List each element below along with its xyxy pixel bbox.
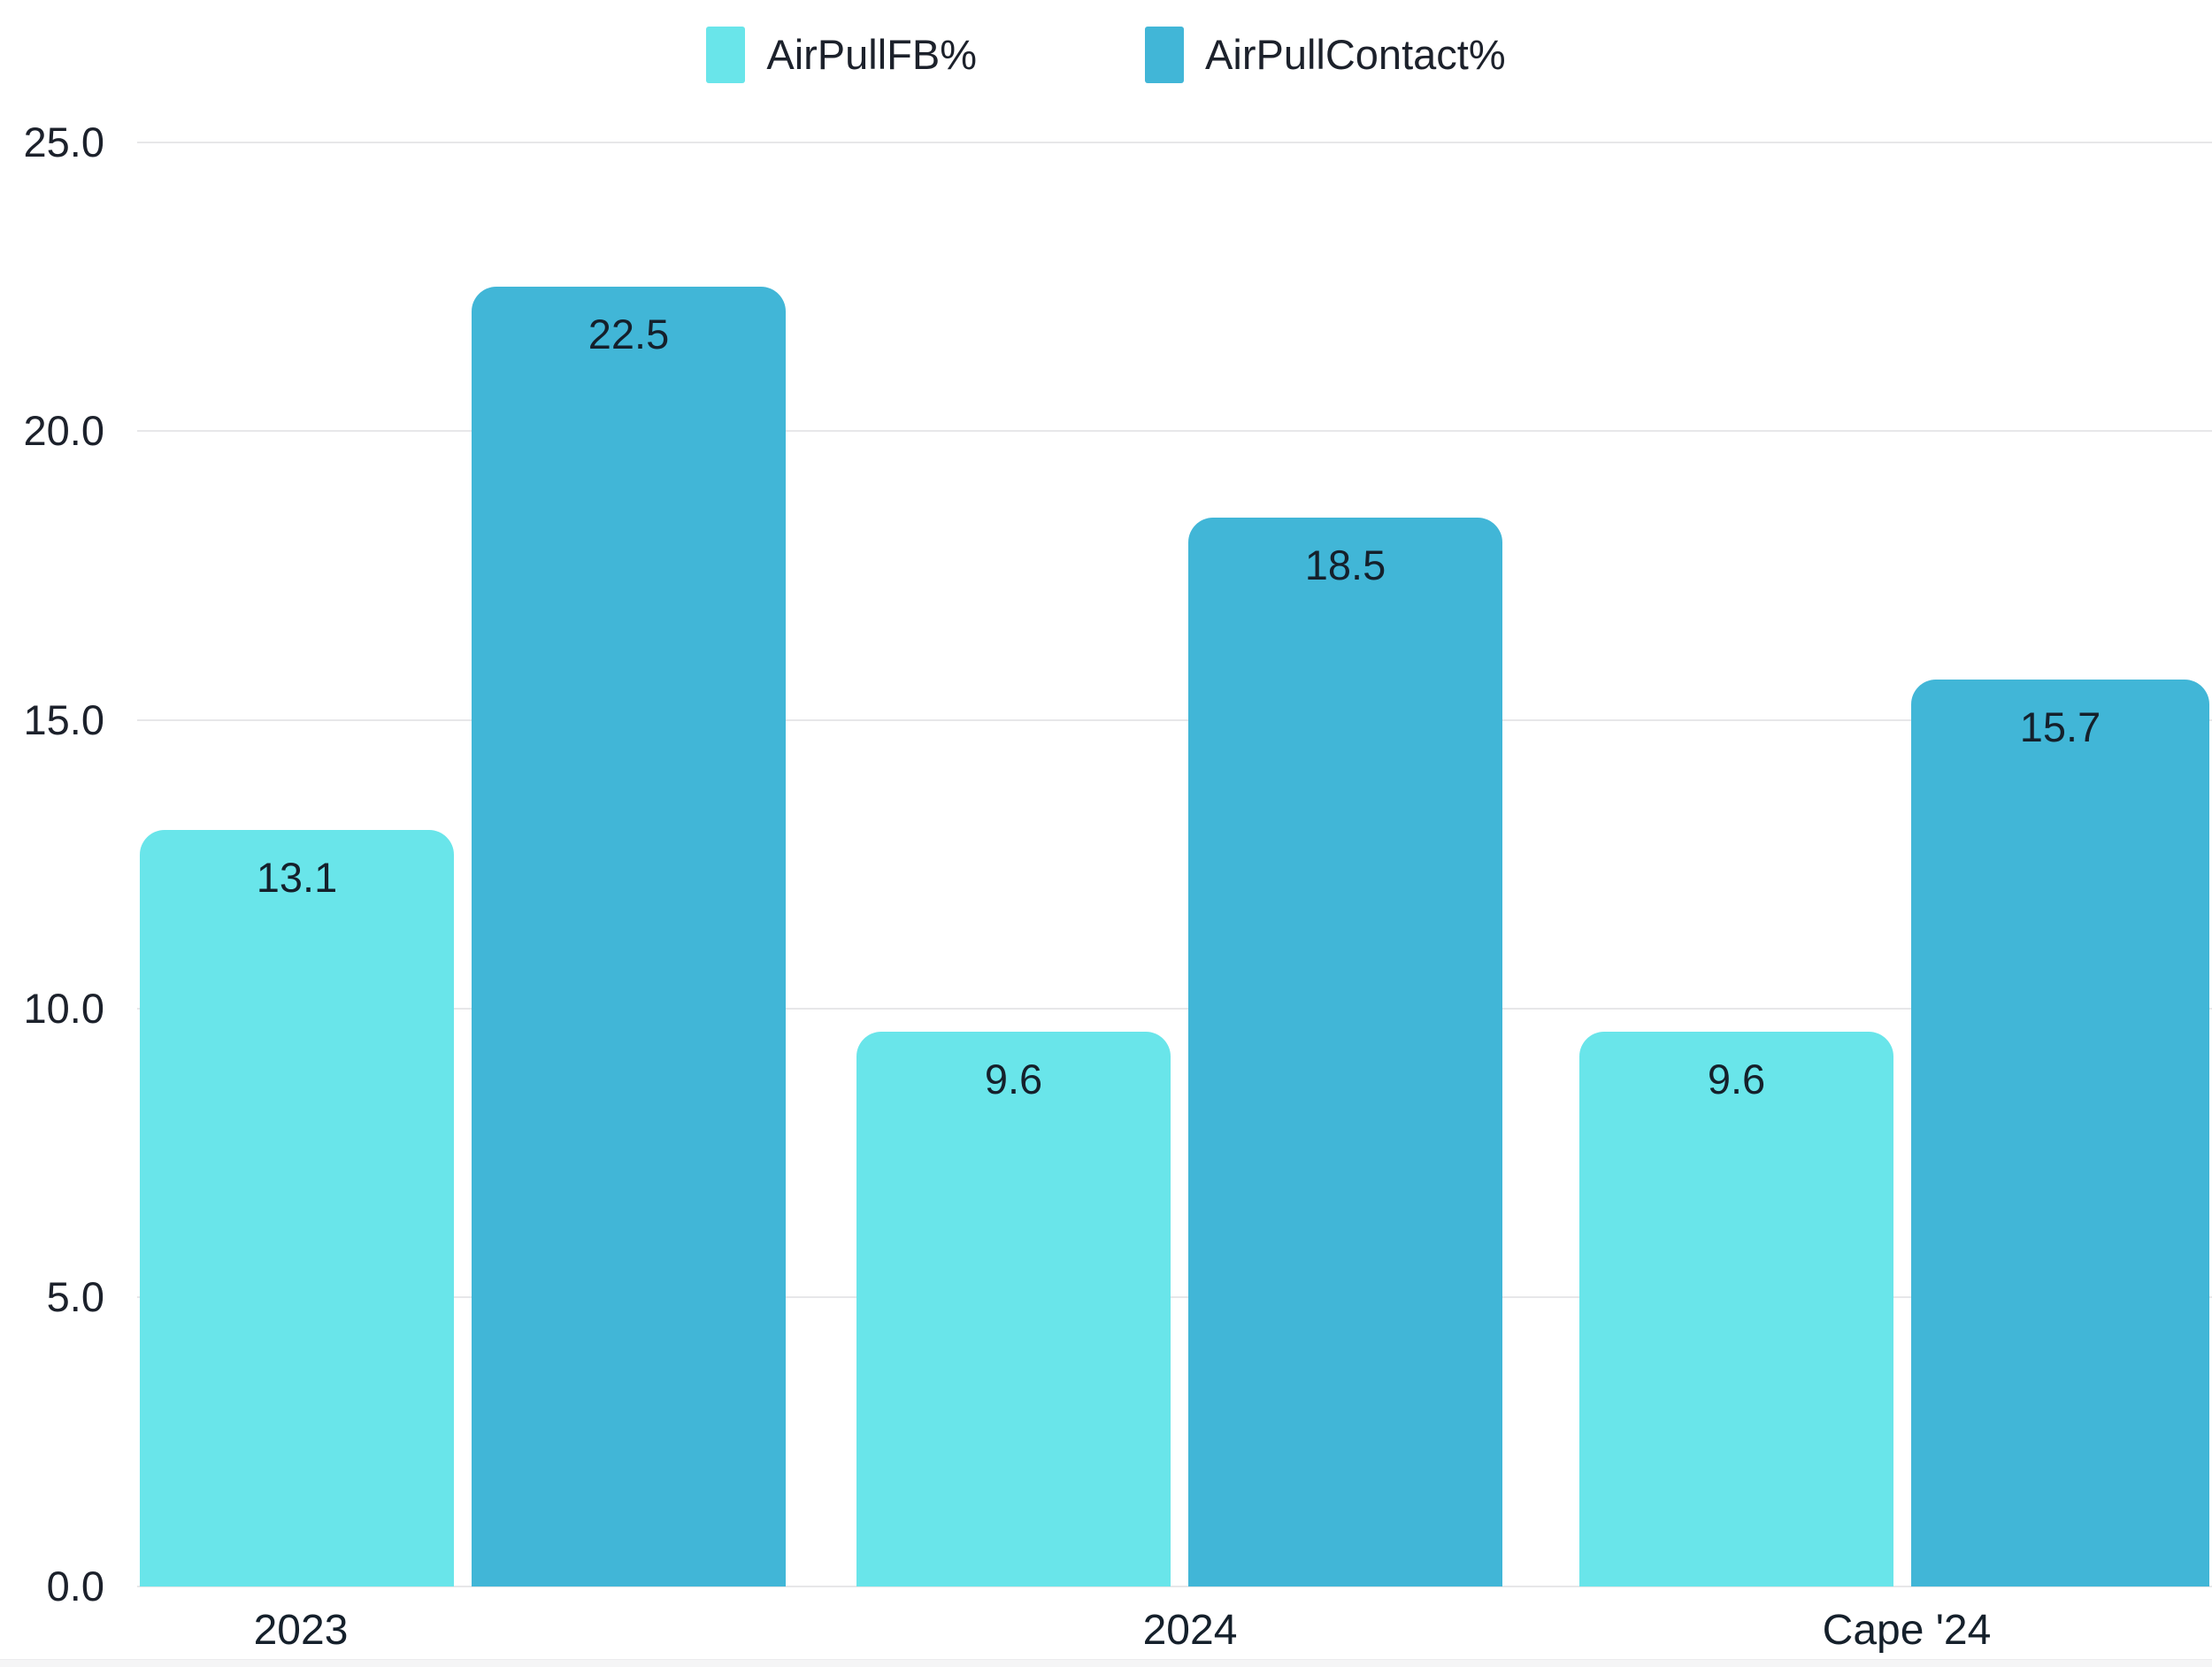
bar-value-label: 9.6: [984, 1056, 1043, 1103]
x-axis-label-2023: 2023: [253, 1607, 349, 1654]
gridline-25: [137, 142, 2212, 143]
bar-value-label: 18.5: [1304, 542, 1386, 589]
y-tick-label: 10.0: [23, 985, 104, 1032]
legend-swatch-airpullfb: [706, 27, 746, 83]
gridline-0 baseline: [137, 1586, 2212, 1587]
gridline-15: [137, 719, 2212, 721]
bar-cape24-airpullfb[interactable]: 9.6: [1579, 1032, 1893, 1586]
y-tick-label: 15.0: [23, 696, 104, 743]
x-axis-label-cape24: Cape '24: [1822, 1607, 1992, 1654]
bar-2024-airpullcontact[interactable]: 18.5: [1188, 518, 1502, 1586]
bar-2023-airpullcontact[interactable]: 22.5: [472, 287, 786, 1586]
legend-label-airpullfb: AirPullFB%: [766, 31, 978, 78]
bar-value-label: 9.6: [1707, 1056, 1766, 1103]
bar-value-label: 13.1: [256, 853, 338, 901]
legend-swatch-airpullcontact: [1145, 27, 1185, 83]
gridline-10: [137, 1008, 2212, 1010]
bar-cape24-airpullcontact[interactable]: 15.7: [1911, 680, 2209, 1586]
y-tick-label: 25.0: [23, 119, 104, 165]
legend-item-airpullfb[interactable]: AirPullFB%: [706, 27, 977, 83]
legend-label-airpullcontact: AirPullContact%: [1205, 31, 1506, 78]
y-tick-label: 5.0: [46, 1273, 104, 1320]
legend: AirPullFB% AirPullContact%: [0, 27, 2212, 83]
x-axis-label-2024: 2024: [1142, 1607, 1238, 1654]
legend-item-airpullcontact[interactable]: AirPullContact%: [1145, 27, 1506, 83]
bar-value-label: 15.7: [2019, 703, 2101, 751]
y-tick-label: 20.0: [23, 407, 104, 454]
gridline-20: [137, 430, 2212, 432]
y-tick-label: 0.0: [46, 1563, 104, 1609]
bar-2024-airpullfb[interactable]: 9.6: [856, 1032, 1171, 1586]
bottom-edge-strip: [0, 1659, 2212, 1667]
bar-2023-airpullfb[interactable]: 13.1: [140, 829, 454, 1586]
gridline-5: [137, 1296, 2212, 1298]
bar-value-label: 22.5: [588, 311, 670, 358]
